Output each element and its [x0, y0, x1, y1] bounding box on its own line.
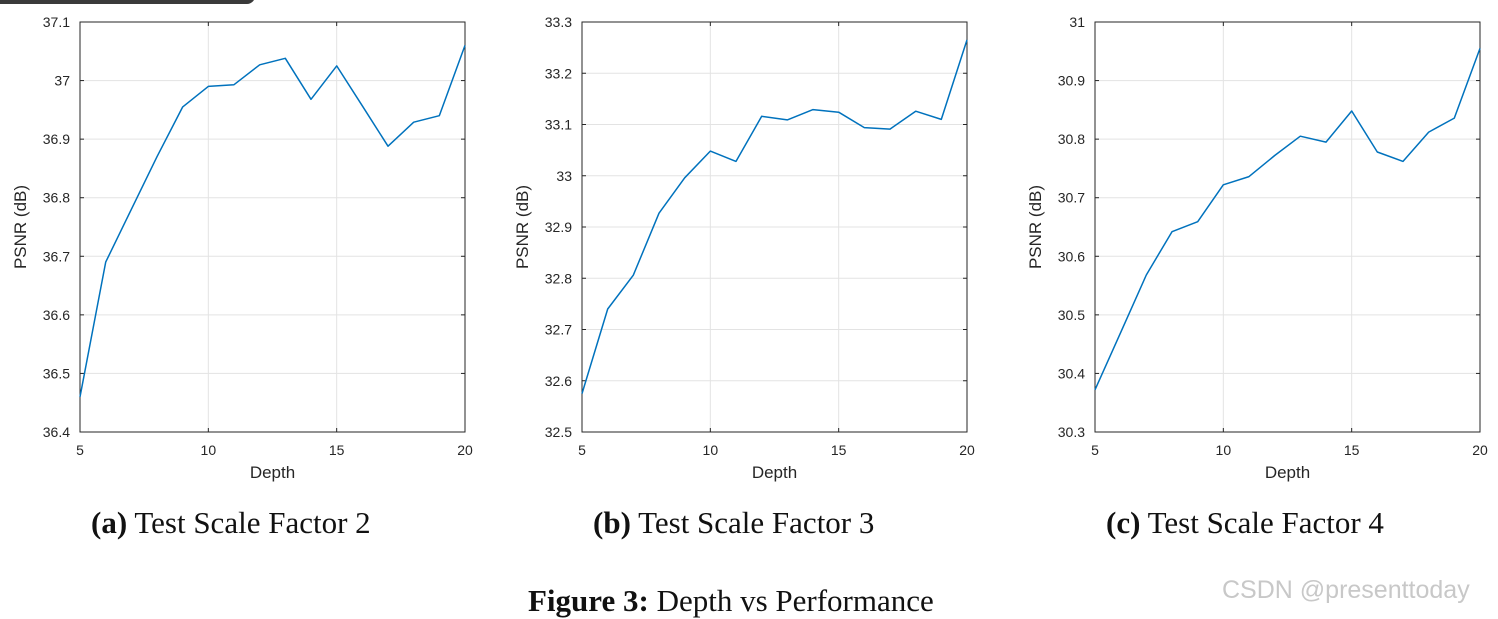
axes-box-c	[1094, 21, 1481, 433]
y-tick-label-c-4: 30.7	[1058, 190, 1085, 206]
figure-caption: Figure 3: Depth vs Performance	[528, 583, 934, 619]
x-tick-label-a-0: 5	[76, 442, 84, 458]
y-tick-label-b-3: 32.8	[545, 270, 572, 286]
subcaption-a: (a) Test Scale Factor 2	[91, 505, 371, 541]
series-line-a	[79, 45, 466, 398]
x-tick-label-c-1: 10	[1216, 442, 1232, 458]
x-tick-label-a-3: 20	[457, 442, 473, 458]
x-axis-label-b: Depth	[752, 463, 797, 482]
y-axis-label-b: PSNR (dB)	[513, 185, 532, 269]
y-tick-label-a-6: 37	[54, 73, 70, 89]
x-axis-label-a: Depth	[250, 463, 295, 482]
y-tick-label-c-6: 30.9	[1058, 73, 1085, 89]
y-tick-label-a-1: 36.5	[43, 365, 70, 381]
y-tick-label-b-5: 33	[556, 168, 572, 184]
subcaption-c-text: Test Scale Factor 4	[1147, 505, 1384, 540]
figure-caption-label: Figure 3:	[528, 583, 649, 618]
y-tick-label-a-4: 36.8	[43, 190, 70, 206]
series-line-c	[1094, 48, 1481, 391]
subcaption-c: (c) Test Scale Factor 4	[1106, 505, 1384, 541]
y-axis-label-c: PSNR (dB)	[1026, 185, 1045, 269]
y-tick-label-c-5: 30.8	[1058, 131, 1085, 147]
y-tick-label-b-0: 32.5	[545, 424, 572, 440]
subcaption-a-label: (a)	[91, 505, 128, 540]
series-line-b	[581, 39, 968, 394]
x-tick-label-b-1: 10	[703, 442, 719, 458]
y-tick-label-b-8: 33.3	[545, 14, 572, 30]
y-tick-label-b-7: 33.2	[545, 65, 572, 81]
x-tick-label-b-0: 5	[578, 442, 586, 458]
subcaption-b: (b) Test Scale Factor 3	[593, 505, 874, 541]
y-tick-label-c-7: 31	[1069, 14, 1085, 30]
y-tick-label-b-2: 32.7	[545, 322, 572, 338]
y-tick-label-a-3: 36.7	[43, 248, 70, 264]
y-tick-label-c-0: 30.3	[1058, 424, 1085, 440]
x-tick-label-c-0: 5	[1091, 442, 1099, 458]
y-tick-label-c-3: 30.6	[1058, 248, 1085, 264]
x-tick-label-c-3: 20	[1472, 442, 1488, 458]
y-tick-label-c-1: 30.4	[1058, 365, 1085, 381]
y-tick-label-a-0: 36.4	[43, 424, 70, 440]
y-axis-label-a: PSNR (dB)	[11, 185, 30, 269]
y-tick-label-a-7: 37.1	[43, 14, 70, 30]
plot-area-c	[1095, 22, 1480, 432]
subcaption-b-label: (b)	[593, 505, 631, 540]
y-tick-label-a-2: 36.6	[43, 307, 70, 323]
plot-area-a	[80, 22, 465, 432]
watermark: CSDN @presenttoday	[1222, 576, 1470, 604]
x-axis-label-c: Depth	[1265, 463, 1310, 482]
subcaption-a-text: Test Scale Factor 2	[134, 505, 371, 540]
x-tick-label-a-2: 15	[329, 442, 345, 458]
x-tick-label-b-3: 20	[959, 442, 975, 458]
x-tick-label-c-2: 15	[1344, 442, 1360, 458]
window-top-bar	[0, 0, 255, 4]
subcaption-c-label: (c)	[1106, 505, 1141, 540]
y-tick-label-b-6: 33.1	[545, 117, 572, 133]
y-tick-label-a-5: 36.9	[43, 131, 70, 147]
y-tick-label-c-2: 30.5	[1058, 307, 1085, 323]
x-tick-label-a-1: 10	[201, 442, 217, 458]
figure-caption-text: Depth vs Performance	[656, 583, 934, 618]
subcaption-b-text: Test Scale Factor 3	[638, 505, 875, 540]
y-tick-label-b-4: 32.9	[545, 219, 572, 235]
y-tick-label-b-1: 32.6	[545, 373, 572, 389]
axes-box-a	[79, 21, 466, 433]
x-tick-label-b-2: 15	[831, 442, 847, 458]
